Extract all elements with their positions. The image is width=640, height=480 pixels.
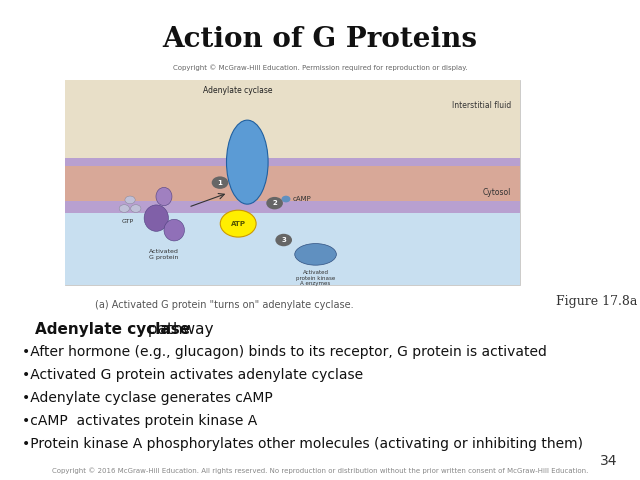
Circle shape [220, 210, 256, 237]
Text: •Activated G protein activates adenylate cyclase: •Activated G protein activates adenylate… [22, 368, 364, 382]
Text: •cAMP  activates protein kinase A: •cAMP activates protein kinase A [22, 414, 258, 428]
Text: Activated
protein kinase
A enzymes: Activated protein kinase A enzymes [296, 270, 335, 287]
Text: •Adenylate cyclase generates cAMP: •Adenylate cyclase generates cAMP [22, 391, 273, 405]
Bar [65, 80, 520, 203]
Text: Action of G Proteins: Action of G Proteins [163, 26, 477, 53]
Ellipse shape [295, 243, 337, 265]
Text: •Protein kinase A phosphorylates other molecules (activating or inhibiting them): •Protein kinase A phosphorylates other m… [22, 437, 584, 451]
Circle shape [125, 196, 135, 204]
Bar [65, 158, 520, 179]
Text: Cytosol: Cytosol [483, 188, 511, 197]
Bar [65, 166, 520, 207]
Text: Adenylate cyclase: Adenylate cyclase [35, 322, 190, 336]
Text: Copyright © 2016 McGraw-Hill Education. All rights reserved. No reproduction or : Copyright © 2016 McGraw-Hill Education. … [52, 468, 588, 474]
Text: cAMP: cAMP [292, 196, 312, 202]
Ellipse shape [144, 205, 168, 231]
Text: Adenylate cyclase: Adenylate cyclase [204, 86, 273, 96]
Ellipse shape [156, 187, 172, 205]
Text: GTP: GTP [122, 219, 134, 224]
Text: Copyright © McGraw-Hill Education. Permission required for reproduction or displ: Copyright © McGraw-Hill Education. Permi… [173, 65, 467, 72]
Text: 3: 3 [281, 237, 286, 243]
Text: Figure 17.8a: Figure 17.8a [556, 295, 637, 308]
Circle shape [212, 176, 228, 189]
Circle shape [119, 204, 129, 212]
Circle shape [282, 196, 291, 203]
Ellipse shape [164, 219, 184, 241]
Text: 34: 34 [600, 454, 618, 468]
Text: 1: 1 [218, 180, 223, 186]
Text: •After hormone (e.g., glucagon) binds to its receptor, G protein is activated: •After hormone (e.g., glucagon) binds to… [22, 345, 547, 359]
Text: Interstitial fluid: Interstitial fluid [452, 101, 511, 109]
Circle shape [275, 234, 292, 246]
Bar [65, 207, 520, 285]
Text: pathway: pathway [143, 322, 213, 336]
Text: Activated
G protein: Activated G protein [149, 249, 179, 260]
Circle shape [266, 197, 283, 209]
Ellipse shape [227, 120, 268, 204]
Text: (a) Activated G protein "turns on" adenylate cyclase.: (a) Activated G protein "turns on" adeny… [95, 300, 353, 310]
Circle shape [131, 204, 141, 212]
Bar [65, 201, 520, 214]
Text: ATP: ATP [230, 221, 246, 227]
FancyBboxPatch shape [65, 80, 520, 285]
Text: 2: 2 [272, 200, 277, 206]
